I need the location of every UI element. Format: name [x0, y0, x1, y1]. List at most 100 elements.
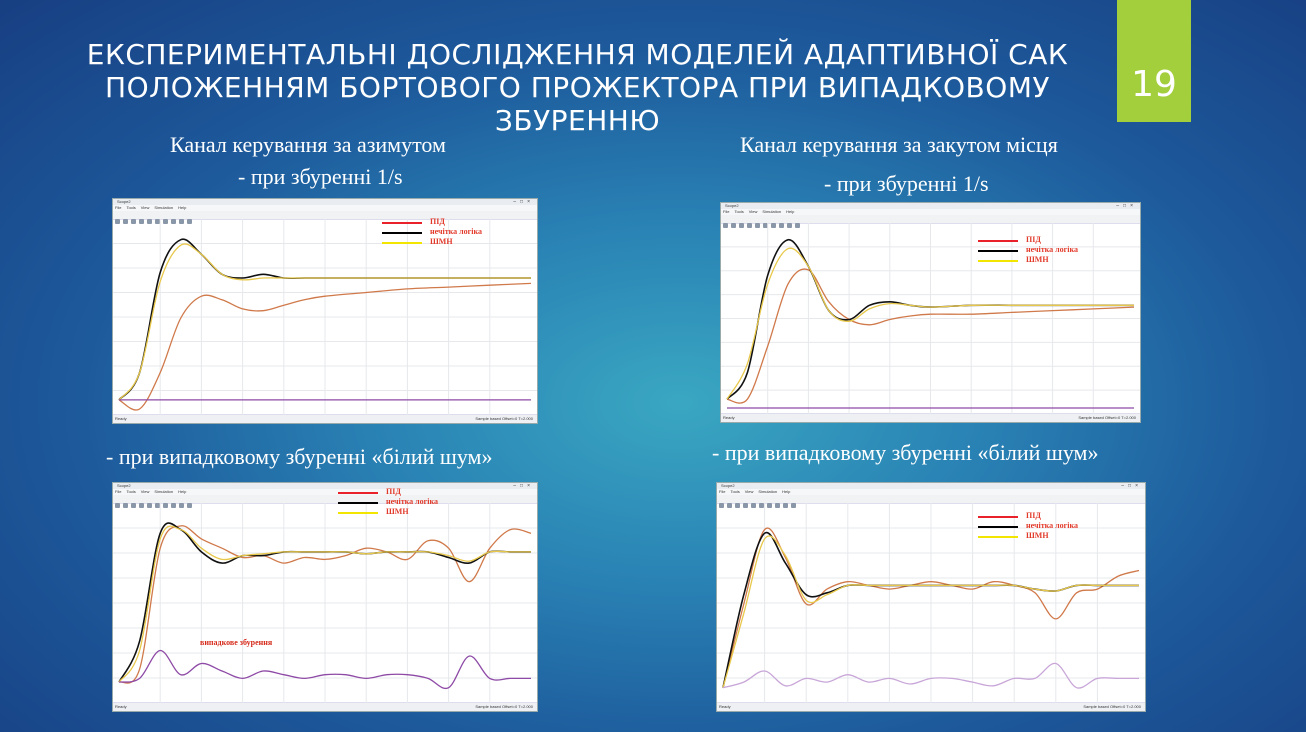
window-controls-icon[interactable]: –□×: [513, 199, 534, 205]
toolbar-button-icon[interactable]: [779, 223, 784, 228]
menu-item-simulation[interactable]: Simulation: [758, 489, 778, 494]
toolbar-button-icon[interactable]: [759, 503, 764, 508]
toolbar-button-icon[interactable]: [171, 503, 176, 508]
toolbar-button-icon[interactable]: [131, 219, 136, 224]
scope-statusbar: Ready Sample based Offset=0 T=2.000: [721, 413, 1140, 422]
menu-item-help[interactable]: Help: [782, 489, 791, 494]
scope-window-title: Scope2: [117, 199, 131, 204]
scope-window-title: Scope2: [117, 483, 131, 488]
menu-item-view[interactable]: View: [140, 205, 150, 210]
toolbar-button-icon[interactable]: [131, 503, 136, 508]
menu-item-view[interactable]: View: [748, 209, 758, 214]
legend-fuzzy-label: нечітка логіка: [430, 227, 482, 236]
toolbar-button-icon[interactable]: [139, 503, 144, 508]
status-sample-info: Sample based Offset=0 T=2.000: [475, 704, 533, 709]
menu-item-help[interactable]: Help: [178, 205, 187, 210]
menu-item-help[interactable]: Help: [786, 209, 795, 214]
toolbar-button-icon[interactable]: [783, 503, 788, 508]
scope-statusbar: Ready Sample based Offset=0 T=2.000: [113, 414, 537, 423]
toolbar-button-icon[interactable]: [767, 503, 772, 508]
series-line-anfis: [722, 535, 1139, 688]
legend-pid-label: ПІД: [1026, 235, 1041, 244]
toolbar-button-icon[interactable]: [115, 219, 120, 224]
status-sample-info: Sample based Offset=0 T=2.000: [475, 416, 533, 421]
menu-item-tools[interactable]: Tools: [126, 205, 136, 210]
toolbar-button-icon[interactable]: [763, 223, 768, 228]
scope-plot: [113, 503, 537, 703]
window-controls-icon[interactable]: –□×: [1121, 483, 1142, 489]
page-number: 19: [1117, 0, 1191, 122]
toolbar-button-icon[interactable]: [743, 503, 748, 508]
toolbar-button-icon[interactable]: [187, 503, 192, 508]
menu-item-file[interactable]: File: [723, 209, 730, 214]
toolbar-button-icon[interactable]: [771, 223, 776, 228]
series-line-pid: [118, 525, 532, 684]
toolbar-button-icon[interactable]: [163, 503, 168, 508]
toolbar-button-icon[interactable]: [171, 219, 176, 224]
toolbar-button-icon[interactable]: [163, 219, 168, 224]
scope-window-title: Scope2: [721, 483, 735, 488]
legend-swatch-fuzzy: [338, 502, 378, 504]
toolbar-button-icon[interactable]: [139, 219, 144, 224]
toolbar-button-icon[interactable]: [747, 223, 752, 228]
toolbar-button-icon[interactable]: [719, 503, 724, 508]
legend-swatch-fuzzy: [978, 250, 1018, 252]
toolbar-button-icon[interactable]: [731, 223, 736, 228]
toolbar-button-icon[interactable]: [787, 223, 792, 228]
elevation-step-caption: - при збуренні 1/s: [824, 171, 989, 196]
scope-plot: [721, 223, 1140, 414]
toolbar-button-icon[interactable]: [791, 503, 796, 508]
toolbar-button-icon[interactable]: [155, 219, 160, 224]
toolbar-button-icon[interactable]: [115, 503, 120, 508]
legend-swatch-fuzzy: [978, 526, 1018, 528]
menu-item-simulation[interactable]: Simulation: [154, 205, 174, 210]
legend-pid-label: ПІД: [430, 217, 445, 226]
scope-statusbar: Ready Sample based Offset=0 T=2.000: [113, 702, 537, 711]
toolbar-button-icon[interactable]: [775, 503, 780, 508]
legend-swatch-anfis: [978, 260, 1018, 262]
toolbar-button-icon[interactable]: [179, 219, 184, 224]
toolbar-button-icon[interactable]: [123, 503, 128, 508]
menu-item-file[interactable]: File: [115, 205, 122, 210]
toolbar-button-icon[interactable]: [739, 223, 744, 228]
legend-swatch-anfis: [338, 512, 378, 514]
window-controls-icon[interactable]: –□×: [513, 483, 534, 489]
scope-window-title: Scope2: [725, 203, 739, 208]
toolbar-button-icon[interactable]: [723, 223, 728, 228]
menu-item-tools[interactable]: Tools: [734, 209, 744, 214]
toolbar-button-icon[interactable]: [727, 503, 732, 508]
series-line-anfis: [118, 243, 531, 401]
toolbar-button-icon[interactable]: [147, 503, 152, 508]
toolbar-button-icon[interactable]: [795, 223, 800, 228]
menu-item-tools[interactable]: Tools: [126, 489, 136, 494]
legend-swatch-anfis: [978, 536, 1018, 538]
toolbar-button-icon[interactable]: [155, 503, 160, 508]
toolbar-button-icon[interactable]: [751, 503, 756, 508]
toolbar-button-icon[interactable]: [755, 223, 760, 228]
status-ready: Ready: [719, 704, 731, 709]
toolbar-button-icon[interactable]: [735, 503, 740, 508]
slide-title-line2: ПОЛОЖЕННЯМ БОРТОВОГО ПРОЖЕКТОРА ПРИ ВИПА…: [105, 71, 1050, 137]
series-line-anfis: [726, 247, 1134, 400]
menu-item-simulation[interactable]: Simulation: [154, 489, 174, 494]
toolbar-button-icon[interactable]: [123, 219, 128, 224]
menu-item-view[interactable]: View: [744, 489, 754, 494]
azimuth-heading: Канал керування за азимутом: [170, 132, 446, 157]
toolbar-button-icon[interactable]: [187, 219, 192, 224]
scope-plot: [717, 503, 1145, 703]
menu-item-help[interactable]: Help: [178, 489, 187, 494]
legend-fuzzy-label: нечітка логіка: [386, 497, 438, 506]
toolbar-button-icon[interactable]: [179, 503, 184, 508]
scope-azimuth-step: Scope2 –□× File Tools View Simulation Help Read…: [112, 198, 538, 424]
scope-elevation-noise: Scope2 –□× File Tools View Simulation Help Read…: [716, 482, 1146, 712]
series-line-anfis: [118, 525, 531, 683]
menu-item-file[interactable]: File: [115, 489, 122, 494]
elevation-noise-caption: - при випадковому збуренні «білий шум»: [712, 440, 1099, 465]
window-controls-icon[interactable]: –□×: [1116, 203, 1137, 209]
menu-item-view[interactable]: View: [140, 489, 150, 494]
toolbar-button-icon[interactable]: [147, 219, 152, 224]
menu-item-simulation[interactable]: Simulation: [762, 209, 782, 214]
menu-item-tools[interactable]: Tools: [730, 489, 740, 494]
status-ready: Ready: [115, 416, 127, 421]
menu-item-file[interactable]: File: [719, 489, 726, 494]
